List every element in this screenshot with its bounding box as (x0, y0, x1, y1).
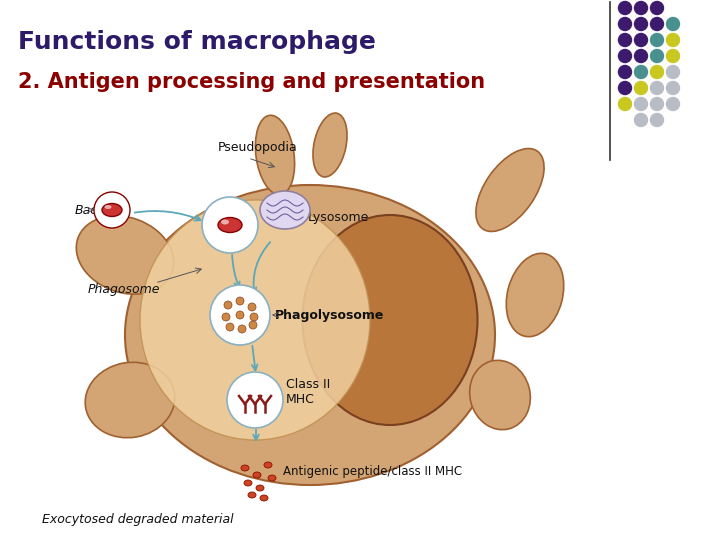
Ellipse shape (302, 215, 477, 425)
Ellipse shape (248, 492, 256, 498)
Circle shape (634, 50, 647, 63)
Circle shape (238, 325, 246, 333)
Circle shape (202, 197, 258, 253)
Circle shape (667, 33, 680, 46)
Circle shape (634, 113, 647, 126)
Text: Phagolysosome: Phagolysosome (275, 308, 384, 321)
Text: Phagosome: Phagosome (88, 284, 161, 296)
Text: Exocytosed degraded material: Exocytosed degraded material (42, 514, 234, 526)
Ellipse shape (76, 216, 174, 294)
Circle shape (236, 297, 244, 305)
Ellipse shape (268, 475, 276, 481)
Circle shape (222, 313, 230, 321)
Text: Antigenic peptide/class II MHC: Antigenic peptide/class II MHC (283, 465, 462, 478)
Circle shape (227, 372, 283, 428)
Circle shape (634, 82, 647, 94)
Text: 2. Antigen processing and presentation: 2. Antigen processing and presentation (18, 72, 485, 92)
Circle shape (634, 98, 647, 111)
Circle shape (650, 82, 664, 94)
Text: Bacteria: Bacteria (75, 204, 127, 217)
Ellipse shape (256, 116, 294, 195)
Circle shape (210, 285, 270, 345)
Circle shape (618, 2, 631, 15)
Circle shape (224, 301, 232, 309)
Ellipse shape (506, 253, 564, 336)
Circle shape (634, 17, 647, 30)
Ellipse shape (260, 191, 310, 229)
Circle shape (650, 50, 664, 63)
Circle shape (650, 33, 664, 46)
Circle shape (650, 17, 664, 30)
Circle shape (249, 321, 257, 329)
Ellipse shape (218, 218, 242, 233)
Circle shape (650, 113, 664, 126)
Circle shape (250, 313, 258, 321)
Circle shape (618, 50, 631, 63)
Ellipse shape (140, 200, 370, 440)
Circle shape (667, 98, 680, 111)
Circle shape (650, 98, 664, 111)
Ellipse shape (476, 148, 544, 232)
Circle shape (634, 33, 647, 46)
Ellipse shape (244, 480, 252, 486)
Circle shape (236, 311, 244, 319)
Ellipse shape (85, 362, 175, 438)
Text: Functions of macrophage: Functions of macrophage (18, 30, 376, 54)
Circle shape (618, 65, 631, 78)
Circle shape (667, 65, 680, 78)
Circle shape (618, 17, 631, 30)
Ellipse shape (469, 360, 531, 430)
Circle shape (650, 65, 664, 78)
Ellipse shape (221, 219, 229, 225)
Circle shape (94, 192, 130, 228)
Circle shape (634, 2, 647, 15)
Circle shape (634, 65, 647, 78)
Ellipse shape (253, 472, 261, 478)
Circle shape (667, 82, 680, 94)
Ellipse shape (256, 485, 264, 491)
Circle shape (650, 2, 664, 15)
Circle shape (226, 323, 234, 331)
Circle shape (667, 50, 680, 63)
Ellipse shape (102, 204, 122, 217)
Circle shape (667, 17, 680, 30)
Ellipse shape (241, 465, 249, 471)
Ellipse shape (125, 185, 495, 485)
Ellipse shape (104, 205, 112, 209)
Text: Class II
MHC: Class II MHC (286, 378, 330, 406)
Circle shape (618, 33, 631, 46)
Ellipse shape (260, 495, 268, 501)
Circle shape (618, 98, 631, 111)
Text: Lysosome: Lysosome (308, 211, 369, 224)
Ellipse shape (313, 113, 347, 177)
Circle shape (618, 82, 631, 94)
Text: Pseudopodia: Pseudopodia (218, 141, 298, 154)
Circle shape (248, 303, 256, 311)
Ellipse shape (264, 462, 272, 468)
